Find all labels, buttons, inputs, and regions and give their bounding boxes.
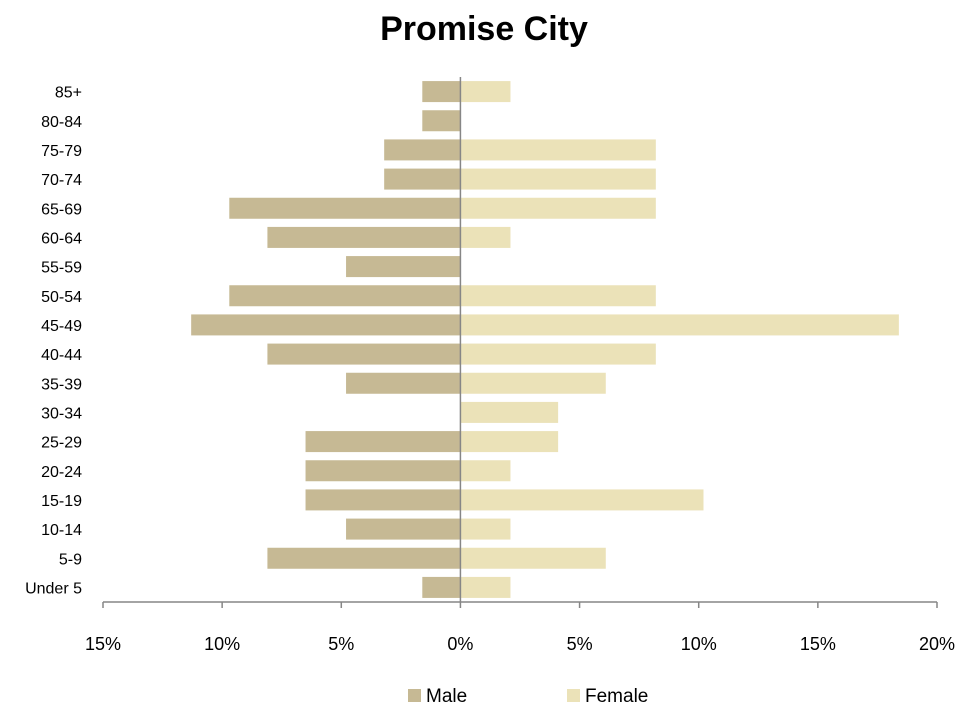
legend-label-female: Female [585,686,648,707]
bar-male-40-44 [267,343,461,365]
category-label: 5-9 [59,551,82,568]
x-tick-label: 5% [328,634,354,654]
bar-male-75-79 [384,139,461,161]
x-tick-label: 0% [447,634,473,654]
bar-male-35-39 [346,372,461,394]
category-label: 15-19 [41,493,82,510]
bar-male-65-69 [229,197,461,219]
bar-female-15-19 [460,489,704,511]
bar-female-5-9 [460,547,606,569]
legend-label-male: Male [426,686,467,707]
x-axis: 15% 10% 5% 0% 5% 10% 15% 20% [85,77,955,654]
bar-female-25-29 [460,431,559,453]
bar-female-50-54 [460,285,656,307]
bar-female-70-74 [460,168,656,190]
bar-male-15-19 [305,489,461,511]
category-label: 30-34 [41,405,82,422]
category-label: 60-64 [41,230,82,247]
x-tick-label: 10% [204,634,240,654]
x-tick-label: 5% [567,634,593,654]
bar-female-30-34 [460,401,559,423]
bar-female-75-79 [460,139,656,161]
bar-male-80-84 [422,110,461,132]
bar-male-5-9 [267,547,461,569]
bar-female-45-49 [460,314,899,336]
category-label: Under 5 [25,580,82,597]
bar-female-85+ [460,81,511,103]
bar-male-55-59 [346,256,461,278]
bar-male-70-74 [384,168,461,190]
category-label: 80-84 [41,114,82,131]
category-label: 35-39 [41,376,82,393]
bar-male-85+ [422,81,461,103]
x-tick-label: 15% [800,634,836,654]
legend-swatch-male [408,689,421,702]
category-label: 50-54 [41,289,82,306]
category-label: 85+ [55,85,82,102]
category-label: 75-79 [41,143,82,160]
bar-male-10-14 [346,518,461,540]
chart-title: Promise City [380,10,588,48]
bar-female-35-39 [460,372,606,394]
x-tick-label: 10% [681,634,717,654]
bar-female-40-44 [460,343,656,365]
bar-female-10-14 [460,518,511,540]
x-tick-label: 15% [85,634,121,654]
category-labels: Under 5 5-9 10-14 15-19 20-24 25-29 30-34 35-39… [25,85,82,598]
bar-male-60-64 [267,226,461,248]
category-label: 25-29 [41,435,82,452]
bar-female-60-64 [460,226,511,248]
bar-male-20-24 [305,460,461,482]
legend: Male Female [408,686,648,707]
bars-group [191,81,899,598]
x-tick-label: 20% [919,634,955,654]
category-label: 45-49 [41,318,82,335]
bar-male-25-29 [305,431,461,453]
category-label: 10-14 [41,522,82,539]
bar-male-50-54 [229,285,461,307]
legend-swatch-female [567,689,580,702]
category-label: 65-69 [41,201,82,218]
bar-female-under-5 [460,576,511,598]
category-label: 70-74 [41,172,82,189]
bar-male-45-49 [191,314,461,336]
bar-male-under-5 [422,576,461,598]
category-label: 20-24 [41,464,82,481]
category-label: 40-44 [41,347,82,364]
bar-female-20-24 [460,460,511,482]
category-label: 55-59 [41,260,82,277]
bar-female-65-69 [460,197,656,219]
